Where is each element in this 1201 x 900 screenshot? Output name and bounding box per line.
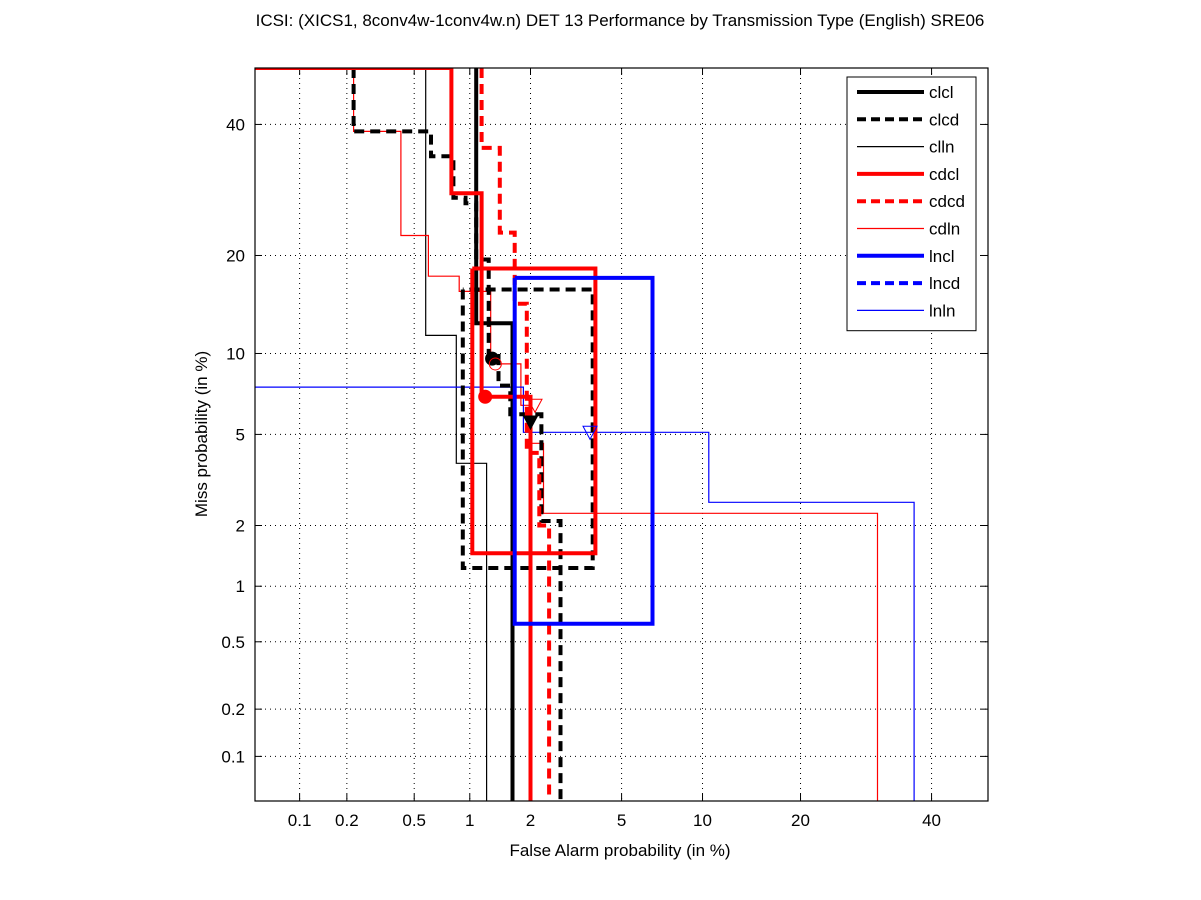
legend-label-clcl: clcl <box>929 83 954 102</box>
legend-label-cdcl: cdcl <box>929 165 959 184</box>
x-tick-label: 0.5 <box>402 811 426 830</box>
legend-label-clcd: clcd <box>929 110 959 129</box>
curve-cdcd <box>479 68 552 801</box>
curve-lncl <box>512 275 655 626</box>
x-tick-label: 40 <box>922 811 941 830</box>
legend-label-cdln: cdln <box>929 220 960 239</box>
curve-clln <box>425 68 488 801</box>
chart-title: ICSI: (XICS1, 8conv4w-1conv4w.n) DET 13 … <box>256 11 985 30</box>
y-tick-label: 0.2 <box>221 700 245 719</box>
y-tick-label: 40 <box>226 115 245 134</box>
marker-lnln <box>582 425 598 441</box>
marker-cdcl <box>478 389 493 404</box>
marker-cdcd <box>527 398 543 414</box>
legend-label-lnln: lnln <box>929 301 955 320</box>
y-tick-label: 1 <box>236 577 245 596</box>
y-tick-label: 0.1 <box>221 747 245 766</box>
y-tick-label: 5 <box>236 425 245 444</box>
legend-label-clln: clln <box>929 138 955 157</box>
x-tick-label: 2 <box>526 811 535 830</box>
y-axis-label: Miss probability (in %) <box>192 351 211 517</box>
x-axis-label: False Alarm probability (in %) <box>509 841 730 860</box>
marker-cdln <box>488 357 502 371</box>
x-tick-label: 1 <box>465 811 474 830</box>
plot-frame <box>254 67 989 802</box>
y-tick-label: 2 <box>236 516 245 535</box>
curve-cdcl-box <box>470 266 598 556</box>
marker-clcd <box>522 415 539 431</box>
y-tick-label: 20 <box>226 246 245 265</box>
x-tick-label: 0.2 <box>335 811 359 830</box>
curve-clcd-box <box>460 287 595 570</box>
y-tick-label: 0.5 <box>221 633 245 652</box>
x-tick-label: 20 <box>791 811 810 830</box>
x-tick-label: 0.1 <box>288 811 312 830</box>
axis-ticks: 0.1 0.2 0.5 1 2 5 10 20 40 0.1 0.2 0.5 1 2 5 10 20 40 <box>221 68 988 830</box>
curves <box>255 68 915 801</box>
y-tick-label: 10 <box>226 344 245 363</box>
curve-clcl <box>474 68 515 801</box>
legend: clcl clcd clln cdcl cdcd cdln lncl lncd lnln <box>846 76 977 332</box>
legend-label-lncd: lncd <box>929 274 960 293</box>
legend-label-cdcd: cdcd <box>929 192 965 211</box>
x-tick-label: 10 <box>693 811 712 830</box>
curve-lnln <box>255 386 915 801</box>
legend-box <box>846 76 977 332</box>
x-tick-label: 5 <box>617 811 626 830</box>
curve-cdln <box>353 68 879 801</box>
curve-cdcl <box>255 68 533 801</box>
legend-label-lncl: lncl <box>929 247 955 266</box>
